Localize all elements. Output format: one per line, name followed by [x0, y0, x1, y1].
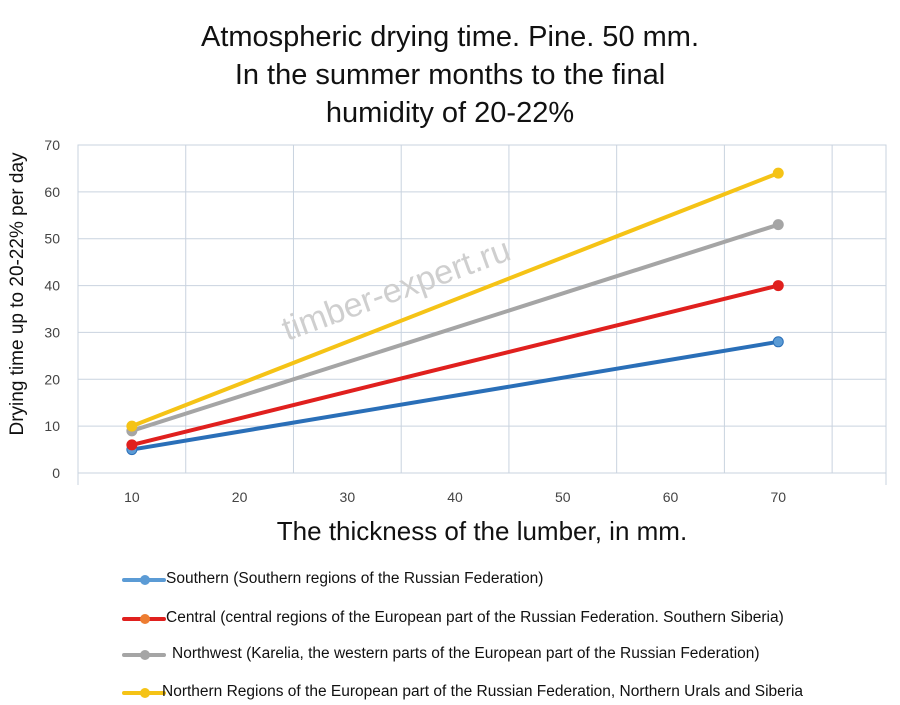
legend-item: Northwest (Karelia, the western parts of… [122, 643, 892, 667]
plot-area [77, 144, 887, 474]
x-tick-label: 50 [555, 489, 571, 505]
x-tick-label: 20 [232, 489, 248, 505]
y-axis-label: Drying time up to 20-22% per day [7, 152, 28, 436]
legend-item: Central (central regions of the European… [122, 607, 892, 631]
x-tick-label: 60 [663, 489, 679, 505]
legend-label: Central (central regions of the European… [166, 609, 784, 626]
y-tick-label: 30 [44, 324, 60, 340]
title-line-1: Atmospheric drying time. Pine. 50 mm. [200, 21, 699, 53]
legend-swatch-marker [140, 650, 150, 660]
legend-item: Northern Regions of the European part of… [122, 681, 892, 705]
y-tick-label: 70 [44, 137, 60, 153]
y-tick-label: 10 [44, 418, 60, 434]
legend-item: Southern (Southern regions of the Russia… [122, 568, 892, 592]
x-tick-label: 10 [124, 489, 140, 505]
data-point [772, 167, 784, 179]
data-point [772, 280, 784, 292]
grid-lines [77, 144, 887, 485]
legend-swatch-marker [140, 688, 150, 698]
series-line-1 [129, 339, 781, 452]
tick-labels: 0 10 20 30 40 50 60 70 10 20 30 40 50 60 70 [44, 137, 786, 505]
y-tick-label: 50 [44, 231, 60, 247]
series-line-4 [129, 171, 781, 429]
x-tick-label: 40 [447, 489, 463, 505]
series-line-3 [129, 222, 781, 433]
x-tick-label: 70 [770, 489, 786, 505]
y-tick-label: 40 [44, 278, 60, 294]
legend-label: Southern (Southern regions of the Russia… [166, 570, 544, 587]
series-lines [126, 167, 784, 456]
y-tick-label: 20 [44, 371, 60, 387]
data-point [126, 420, 138, 432]
legend-swatch-marker [140, 575, 150, 585]
series-line-2 [129, 283, 781, 447]
data-point [126, 439, 138, 451]
legend-swatch-marker [140, 614, 150, 624]
x-tick-label: 30 [340, 489, 356, 505]
chart-title: Atmospheric drying time. Pine. 50 mm. In… [0, 18, 900, 132]
data-point [772, 336, 784, 348]
x-axis-label: The thickness of the lumber, in mm. [277, 516, 687, 546]
legend-label: Northwest (Karelia, the western parts of… [172, 645, 760, 662]
data-point [772, 219, 784, 231]
legend-label: Northern Regions of the European part of… [162, 683, 804, 700]
title-line-2: In the summer months to the final [234, 59, 666, 91]
y-tick-label: 0 [52, 465, 60, 481]
title-line-3: humidity of 20-22% [325, 97, 575, 129]
y-tick-label: 60 [44, 184, 60, 200]
